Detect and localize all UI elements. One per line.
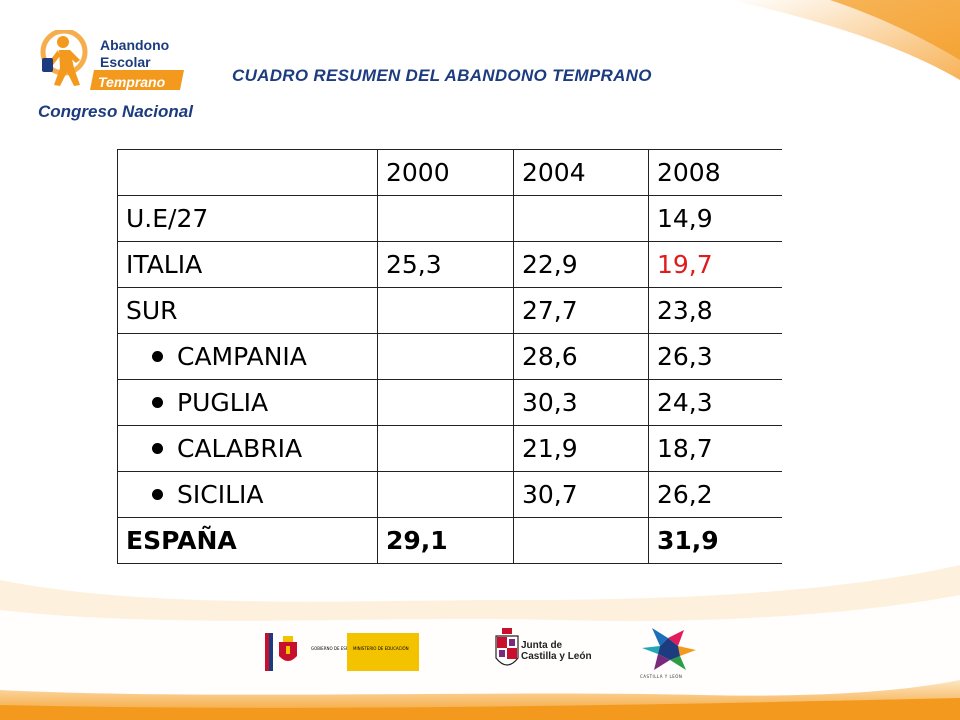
row-label-cell: SICILIA (117, 471, 378, 518)
cell-2004: 22,9 (513, 241, 649, 288)
logo-text-congreso: Congreso Nacional (38, 102, 193, 121)
summary-table: 2000 2004 2008 U.E/27 14,9 ITALIA 25,3 2… (117, 149, 782, 564)
row-label: CAMPANIA (177, 342, 307, 371)
row-label: SICILIA (177, 480, 264, 509)
junta-castilla-leon-logo: Junta de Castilla y León (494, 628, 592, 676)
cell-2000: 29,1 (377, 517, 514, 564)
table-row: PUGLIA 30,3 24,3 (117, 379, 782, 426)
row-label-cell: CALABRIA (117, 425, 378, 472)
castilla-leon-star-logo: CASTILLA Y LEÓN (640, 626, 698, 682)
page-title: CUADRO RESUMEN DEL ABANDONO TEMPRANO (232, 66, 652, 85)
runner-figure-icon (40, 30, 184, 90)
table-row: SUR 27,7 23,8 (117, 287, 782, 334)
cell-2000 (377, 287, 514, 334)
cell-2004: 28,6 (513, 333, 649, 380)
cell-2008: 26,2 (648, 471, 782, 518)
row-label-cell: PUGLIA (117, 379, 378, 426)
row-label: PUGLIA (177, 388, 269, 417)
cell-2004: 27,7 (513, 287, 649, 334)
junta-text: Junta de Castilla y León (521, 640, 592, 662)
cell-2004 (513, 517, 649, 564)
bullet-icon (152, 442, 163, 454)
ministerio-text: MINISTERIO DE EDUCACIÓN (353, 646, 409, 651)
flag-stripe-blue (269, 633, 273, 671)
table-row-espana: ESPAÑA 29,1 31,9 (117, 517, 782, 564)
bullet-icon (152, 488, 163, 500)
cell-2004 (513, 195, 649, 242)
cell-2000 (377, 471, 514, 518)
row-label: U.E/27 (117, 195, 378, 242)
cell-2004: 30,3 (513, 379, 649, 426)
logo-text-temprano: Temprano (98, 74, 166, 90)
table-row: SICILIA 30,7 26,2 (117, 471, 782, 518)
cell-2008: 31,9 (648, 517, 782, 564)
header-cell-2000: 2000 (377, 149, 514, 196)
castle-lion-shield-icon (495, 628, 519, 666)
logo-text-escolar: Escolar (100, 54, 151, 70)
row-label: ITALIA (117, 241, 378, 288)
logo-text-abandono: Abandono (100, 37, 170, 53)
star-emblem-icon (642, 628, 696, 670)
header-cell-2008: 2008 (648, 149, 782, 196)
junta-line-1: Junta de (521, 640, 563, 651)
congreso-logo: Abandono Escolar Temprano Congreso Nacio… (34, 30, 204, 125)
coat-of-arms-icon (279, 636, 297, 661)
bullet-icon (152, 396, 163, 408)
cell-2000: 25,3 (377, 241, 514, 288)
gobierno-ministerio-logo: GOBIERNO DE ESPAÑA MINISTERIO DE EDUCACI… (265, 633, 419, 671)
bullet-icon (152, 350, 163, 362)
cell-2008: 18,7 (648, 425, 782, 472)
cell-2008: 14,9 (648, 195, 782, 242)
castilla-leon-text: CASTILLA Y LEÓN (640, 674, 683, 679)
cell-2000 (377, 379, 514, 426)
flag-stripe-red (265, 633, 269, 671)
cell-2008: 23,8 (648, 287, 782, 334)
cell-2004: 30,7 (513, 471, 649, 518)
cell-2008-highlighted: 19,7 (648, 241, 782, 288)
row-label: ESPAÑA (117, 517, 378, 564)
cell-2008: 24,3 (648, 379, 782, 426)
header-cell (117, 149, 378, 196)
junta-line-2: Castilla y León (521, 651, 592, 662)
cell-2000 (377, 425, 514, 472)
cell-2004: 21,9 (513, 425, 649, 472)
table-row: CAMPANIA 28,6 26,3 (117, 333, 782, 380)
cell-2000 (377, 195, 514, 242)
row-label: SUR (117, 287, 378, 334)
cell-2008: 26,3 (648, 333, 782, 380)
cell-2000 (377, 333, 514, 380)
header-cell-2004: 2004 (513, 149, 649, 196)
table-row: CALABRIA 21,9 18,7 (117, 425, 782, 472)
gobierno-text: GOBIERNO DE ESPAÑA (311, 646, 357, 651)
table-header-row: 2000 2004 2008 (117, 149, 782, 196)
row-label-cell: CAMPANIA (117, 333, 378, 380)
table-row: ITALIA 25,3 22,9 19,7 (117, 241, 782, 288)
table-row: U.E/27 14,9 (117, 195, 782, 242)
row-label: CALABRIA (177, 434, 303, 463)
ministerio-block: MINISTERIO DE EDUCACIÓN (347, 633, 419, 671)
